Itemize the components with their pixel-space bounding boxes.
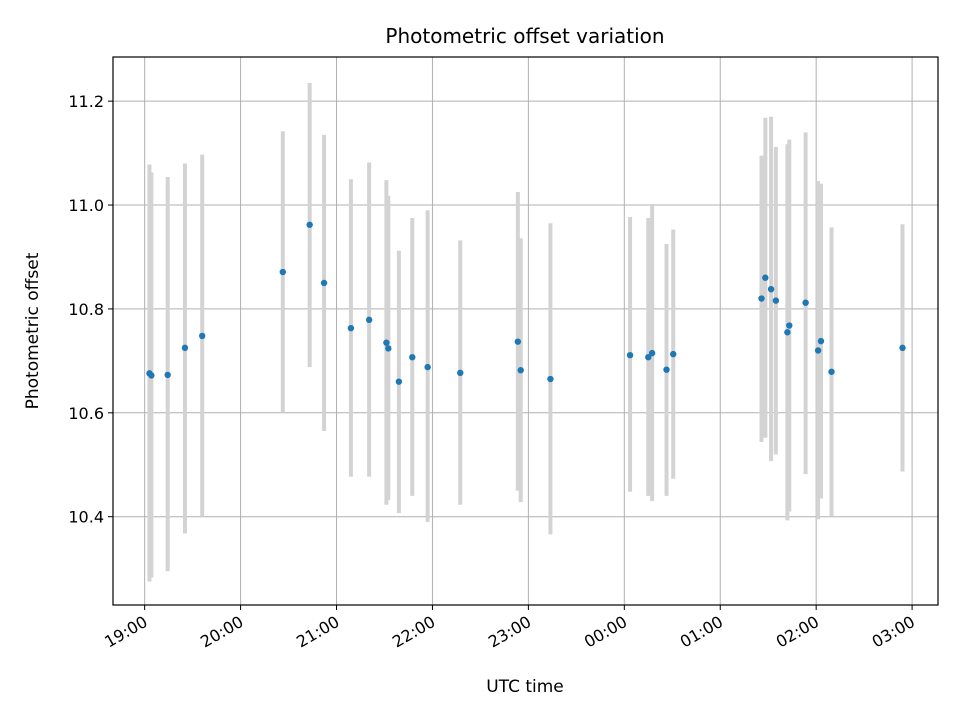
data-point (802, 299, 809, 306)
y-axis-label: Photometric offset (23, 252, 43, 409)
x-tick-label: 20:00 (197, 612, 246, 652)
data-point (395, 378, 403, 385)
data-point (762, 274, 769, 281)
data-point (164, 371, 171, 379)
x-tick-label: 22:00 (389, 612, 438, 652)
data-point (514, 338, 522, 345)
data-point (383, 339, 390, 346)
data-point (306, 221, 313, 228)
data-point (279, 268, 286, 276)
data-point (409, 354, 416, 361)
x-tick-label: 00:00 (581, 612, 630, 652)
data-point (517, 367, 524, 374)
data-point (767, 285, 775, 293)
x-tick-label: 21:00 (293, 612, 342, 652)
data-point (385, 345, 392, 352)
data-point (828, 368, 835, 375)
plot-frame (112, 56, 939, 606)
grid-lines (113, 57, 938, 605)
data-point (320, 279, 328, 287)
data-point (181, 344, 189, 352)
data-point (663, 366, 670, 373)
x-tick-label: 01:00 (677, 612, 726, 652)
data-points (146, 221, 906, 385)
y-tick-label: 11.2 (68, 92, 104, 111)
y-tick-label: 11.0 (68, 196, 104, 215)
data-point (814, 347, 822, 354)
y-tick-label: 10.4 (68, 508, 104, 527)
x-tick-label: 02:00 (773, 612, 822, 652)
data-point (365, 316, 373, 324)
data-point (199, 332, 206, 340)
x-tick-label: 19:00 (101, 612, 150, 652)
x-tick-label: 23:00 (485, 612, 534, 652)
data-point (424, 363, 431, 371)
data-point (670, 350, 677, 358)
y-tick-label: 10.8 (68, 300, 104, 319)
x-tick-label: 03:00 (869, 612, 918, 652)
x-axis-label: UTC time (486, 677, 564, 697)
chart-title: Photometric offset variation (385, 24, 664, 48)
data-point (457, 369, 464, 377)
y-tick-label: 10.6 (68, 404, 104, 423)
data-point (626, 351, 634, 359)
data-point (648, 349, 656, 357)
data-point (758, 295, 765, 302)
data-point (772, 297, 780, 304)
data-point (817, 337, 825, 345)
data-point (547, 375, 554, 383)
data-point (899, 344, 906, 352)
data-point (347, 324, 355, 332)
data-point (645, 354, 652, 361)
data-point (784, 329, 791, 336)
data-point (148, 372, 155, 379)
data-point (786, 322, 793, 329)
